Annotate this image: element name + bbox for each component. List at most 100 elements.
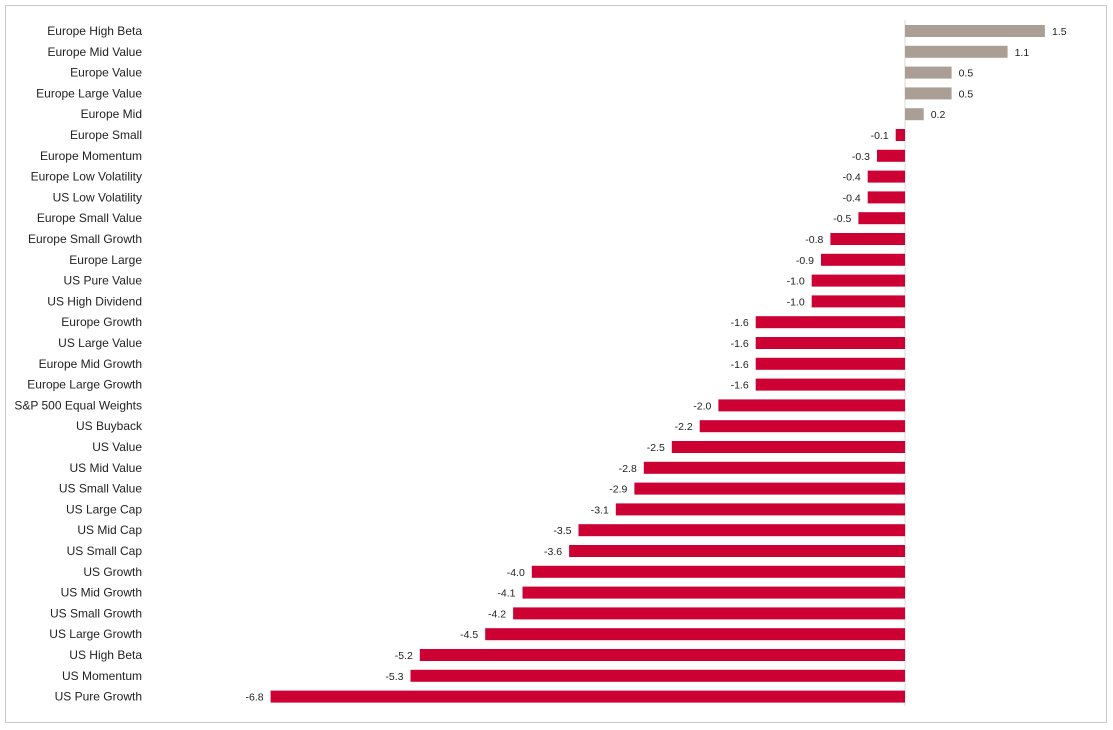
value-label: -1.6 bbox=[731, 338, 749, 350]
category-label: US Small Growth bbox=[50, 606, 142, 620]
value-label: -1.0 bbox=[787, 276, 805, 288]
category-label: US Pure Growth bbox=[55, 690, 142, 704]
value-label: -3.6 bbox=[544, 546, 562, 558]
category-label: US Mid Cap bbox=[77, 523, 142, 537]
category-label: US Momentum bbox=[62, 669, 142, 683]
bar bbox=[905, 108, 924, 121]
category-label: US Large Value bbox=[58, 336, 142, 350]
bar bbox=[755, 357, 905, 370]
category-label: US Low Volatility bbox=[53, 190, 142, 204]
value-label: 0.5 bbox=[959, 88, 974, 100]
category-label: US Value bbox=[92, 440, 142, 454]
category-label: Europe Large bbox=[69, 253, 142, 267]
bar bbox=[718, 399, 905, 412]
bar bbox=[615, 503, 905, 516]
category-label: US Mid Growth bbox=[61, 586, 142, 600]
value-label: -0.8 bbox=[805, 234, 823, 246]
value-label: -0.9 bbox=[796, 255, 814, 267]
category-label: Europe Small Value bbox=[37, 211, 142, 225]
bar bbox=[895, 129, 905, 141]
category-label: US Buyback bbox=[76, 419, 143, 433]
value-label: -4.5 bbox=[460, 629, 478, 641]
bar bbox=[905, 45, 1008, 58]
bar bbox=[522, 586, 905, 599]
category-label: Europe Small Growth bbox=[28, 232, 142, 246]
category-label: US Large Growth bbox=[49, 627, 142, 641]
value-label: -0.1 bbox=[871, 130, 889, 142]
value-label: 1.5 bbox=[1052, 26, 1067, 38]
bar bbox=[867, 170, 905, 183]
category-label: Europe Low Volatility bbox=[31, 170, 142, 184]
chart-frame bbox=[5, 5, 1107, 723]
value-label: -1.6 bbox=[731, 317, 749, 329]
bar bbox=[270, 690, 906, 703]
value-label: -2.5 bbox=[647, 442, 665, 454]
value-label: -4.0 bbox=[507, 567, 525, 579]
bar bbox=[634, 482, 905, 495]
value-label: -0.3 bbox=[852, 151, 870, 163]
bar bbox=[699, 420, 905, 433]
bar bbox=[821, 253, 905, 266]
value-label: -1.0 bbox=[787, 296, 805, 308]
bar bbox=[485, 628, 905, 641]
category-label: US Growth bbox=[83, 565, 142, 579]
value-label: -0.4 bbox=[843, 172, 861, 184]
bar bbox=[569, 545, 905, 557]
category-label: US Mid Value bbox=[70, 461, 143, 475]
category-label: Europe Mid Value bbox=[48, 45, 143, 59]
category-label: S&P 500 Equal Weights bbox=[14, 398, 142, 412]
value-label: -2.0 bbox=[693, 400, 711, 412]
category-label: Europe Small bbox=[70, 128, 142, 142]
category-label: Europe Momentum bbox=[40, 149, 142, 163]
category-label: Europe Growth bbox=[61, 315, 142, 329]
value-label: -2.8 bbox=[619, 463, 637, 475]
category-label: Europe Value bbox=[70, 66, 142, 80]
value-label: -1.6 bbox=[731, 380, 749, 392]
category-label: Europe Mid Growth bbox=[39, 357, 142, 371]
bar bbox=[755, 378, 905, 391]
value-label: 1.1 bbox=[1015, 47, 1030, 59]
bar bbox=[877, 149, 905, 162]
bar bbox=[867, 191, 905, 204]
category-label: US Small Cap bbox=[67, 544, 143, 558]
bar bbox=[671, 441, 906, 453]
value-label: -3.1 bbox=[591, 504, 609, 516]
value-label: -4.2 bbox=[488, 608, 506, 620]
bar bbox=[410, 669, 905, 682]
value-label: -6.8 bbox=[246, 692, 264, 704]
bar bbox=[531, 565, 905, 578]
category-label: Europe High Beta bbox=[47, 24, 142, 38]
value-label: -2.2 bbox=[675, 421, 693, 433]
value-label: -0.4 bbox=[843, 192, 861, 204]
value-label: -0.5 bbox=[833, 213, 851, 225]
category-label: US High Dividend bbox=[47, 294, 142, 308]
bar bbox=[419, 649, 905, 661]
bar bbox=[811, 274, 905, 287]
bar bbox=[830, 233, 905, 245]
bar bbox=[578, 524, 906, 537]
value-label: -5.3 bbox=[385, 671, 403, 683]
bar bbox=[755, 316, 905, 329]
value-label: -3.5 bbox=[553, 525, 571, 537]
bar bbox=[905, 87, 952, 100]
bar bbox=[755, 337, 905, 349]
value-label: -4.1 bbox=[497, 588, 515, 600]
value-label: -2.9 bbox=[609, 484, 627, 496]
bar bbox=[905, 25, 1045, 37]
value-label: 0.2 bbox=[931, 109, 946, 121]
category-label: US High Beta bbox=[69, 648, 142, 662]
category-label: Europe Large Value bbox=[36, 86, 142, 100]
category-label: Europe Mid bbox=[81, 107, 142, 121]
bar bbox=[905, 66, 952, 79]
category-label: US Small Value bbox=[59, 482, 142, 496]
category-label: US Large Cap bbox=[66, 502, 142, 516]
value-label: -5.2 bbox=[395, 650, 413, 662]
bar bbox=[811, 295, 905, 308]
category-label: Europe Large Growth bbox=[27, 378, 142, 392]
value-label: -1.6 bbox=[731, 359, 749, 371]
bar bbox=[513, 607, 905, 620]
bar bbox=[858, 212, 905, 225]
value-label: 0.5 bbox=[959, 68, 974, 80]
category-label: US Pure Value bbox=[64, 274, 143, 288]
